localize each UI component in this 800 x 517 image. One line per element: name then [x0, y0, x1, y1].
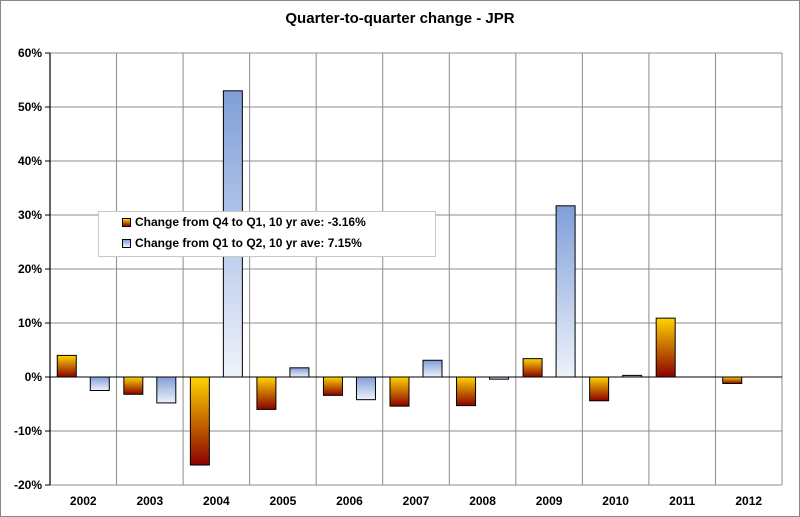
- bar-2009-q4-q1: [522, 358, 543, 378]
- y-tick-label: 0%: [25, 370, 43, 384]
- y-tick-label: 40%: [18, 154, 42, 168]
- x-tick-label: 2008: [469, 494, 496, 508]
- y-tick-label: -10%: [14, 424, 42, 438]
- legend-item-q4-q1: Change from Q4 to Q1, 10 yr ave: -3.16%: [122, 215, 366, 229]
- bar-2002-q4-q1: [56, 354, 77, 378]
- bar-2005-q1-q2: [289, 367, 310, 378]
- y-tick-label: 20%: [18, 262, 42, 276]
- y-tick-label: 60%: [18, 46, 42, 60]
- bar-2011-q4-q1: [655, 317, 676, 378]
- y-tick-label: 30%: [18, 208, 42, 222]
- legend-label-q1-q2: Change from Q1 to Q2, 10 yr ave: 7.15%: [135, 236, 362, 250]
- axes: 60% 50% 40% 30% 20% 10% 0% -10% -20% 2002 2003 2004…: [14, 46, 782, 508]
- bar-2009-q1-q2: [555, 205, 576, 378]
- bar-2003-q4-q1: [123, 376, 144, 395]
- bar-2008-q4-q1: [456, 376, 477, 407]
- bars: [56, 90, 743, 466]
- bar-2004-q4-q1: [189, 376, 210, 466]
- legend: Change from Q4 to Q1, 10 yr ave: -3.16% …: [98, 211, 436, 257]
- bar-2005-q4-q1: [256, 376, 277, 410]
- x-tick-label: 2005: [270, 494, 297, 508]
- legend-swatch-q4-q1: [122, 218, 131, 227]
- y-tick-label: -20%: [14, 478, 42, 492]
- gridlines: [49, 52, 783, 486]
- y-tick-label: 50%: [18, 100, 42, 114]
- bar-2007-q1-q2: [422, 359, 443, 378]
- x-tick-label: 2010: [602, 494, 629, 508]
- legend-label-q4-q1: Change from Q4 to Q1, 10 yr ave: -3.16%: [135, 215, 366, 229]
- x-tick-label: 2011: [669, 494, 695, 508]
- bar-2010-q4-q1: [589, 376, 610, 402]
- bar-2007-q4-q1: [389, 376, 410, 407]
- x-tick-label: 2009: [536, 494, 563, 508]
- bar-2006-q4-q1: [322, 376, 343, 396]
- x-tick-label: 2003: [136, 494, 163, 508]
- bar-2012-q4-q1: [722, 376, 743, 384]
- x-tick-label: 2007: [403, 494, 430, 508]
- bar-2002-q1-q2: [89, 376, 110, 391]
- y-tick-label: 10%: [18, 316, 42, 330]
- x-tick-label: 2012: [735, 494, 762, 508]
- x-tick-label: 2004: [203, 494, 230, 508]
- bar-2003-q1-q2: [156, 376, 177, 404]
- bar-2006-q1-q2: [355, 376, 376, 401]
- legend-item-q1-q2: Change from Q1 to Q2, 10 yr ave: 7.15%: [122, 236, 362, 250]
- x-tick-label: 2002: [70, 494, 97, 508]
- x-tick-label: 2006: [336, 494, 363, 508]
- chart-title: Quarter-to-quarter change - JPR: [285, 10, 515, 27]
- legend-swatch-q1-q2: [122, 239, 131, 248]
